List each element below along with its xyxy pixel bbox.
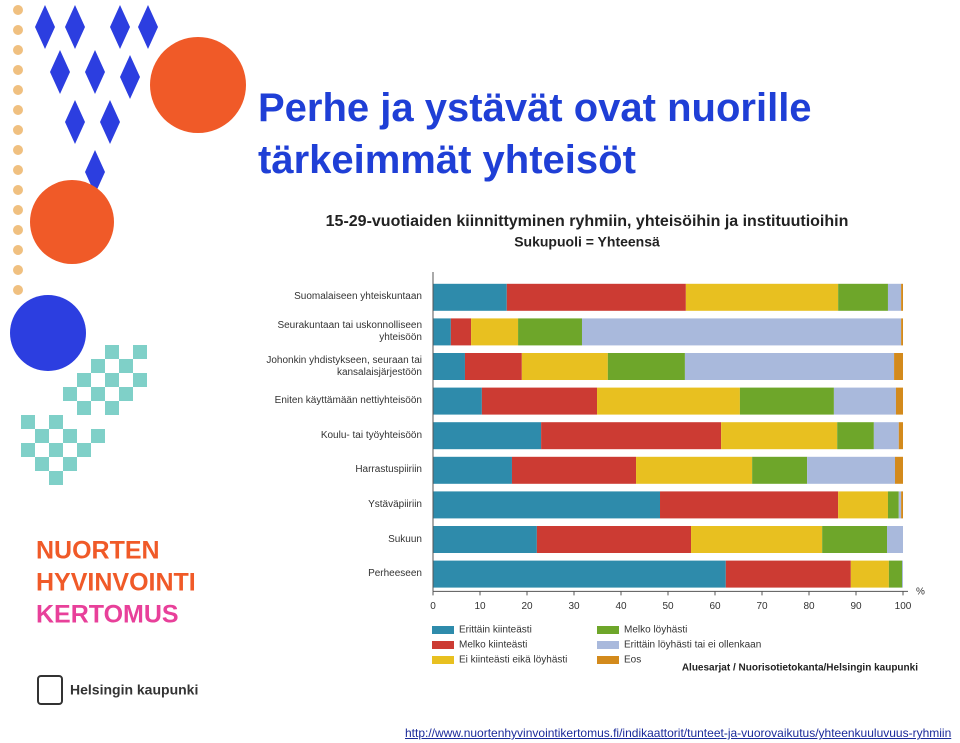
legend-swatch (597, 656, 619, 664)
bar-segment (433, 456, 512, 484)
bar-segment (581, 318, 902, 346)
x-tick-label: 80 (803, 601, 815, 612)
bar-segment (721, 422, 838, 450)
x-tick-label: 60 (709, 601, 721, 612)
bar-segment (887, 491, 899, 519)
bar-segment (433, 526, 537, 553)
legend-label: Erittäin kiinteästi (459, 625, 532, 636)
bar-segment (597, 387, 740, 415)
logo-line: KERTOMUS (36, 601, 179, 629)
bar-segment (607, 353, 685, 380)
category-label: Seurakuntaan tai uskonnolliseen yhteisöö… (277, 319, 422, 343)
x-axis-label: % (916, 587, 925, 598)
bar-segment (471, 318, 519, 346)
bar-segment (725, 560, 851, 588)
category-label: Johonkin yhdistykseen, seuraan tai kansa… (266, 354, 422, 378)
x-tick-label: 70 (756, 601, 768, 612)
chart-title: 15-29-vuotiaiden kiinnittyminen ryhmiin,… (326, 213, 849, 230)
source-link[interactable]: http://www.nuortenhyvinvointikertomus.fi… (405, 726, 952, 740)
bar-segment (450, 318, 472, 346)
legend-swatch (432, 641, 454, 649)
bar-segment (481, 387, 598, 415)
bar-segment (895, 456, 903, 484)
bar-segment (850, 560, 889, 588)
legend-swatch (432, 656, 454, 664)
legend-label: Erittäin löyhästi tai ei ollenkaan (624, 640, 761, 651)
bar-segment (691, 526, 823, 553)
category-label: Perheeseen (368, 568, 422, 580)
bar-segment (901, 283, 903, 311)
bar-segment (873, 422, 899, 450)
x-tick-label: 20 (521, 601, 533, 612)
bar-segment (433, 560, 726, 588)
bar-segment (901, 491, 903, 519)
bar-segment (822, 526, 888, 553)
bar-segment (895, 387, 903, 415)
bar-segment (838, 283, 888, 311)
bar-segment (838, 491, 888, 519)
category-label: Koulu- tai työyhteisöön (320, 429, 422, 441)
category-label: Eniten käyttämään nettiyhteisöön (274, 395, 422, 407)
logo-line: HYVINVOINTI (36, 569, 196, 597)
x-tick-label: 40 (615, 601, 627, 612)
bar-segment (464, 353, 522, 380)
legend-label: Eos (624, 655, 641, 666)
bar-segment (433, 422, 542, 450)
bar-segment (898, 491, 902, 519)
x-tick-label: 50 (662, 601, 674, 612)
bar-segment (898, 422, 903, 450)
bar-segment (521, 353, 608, 380)
x-tick-label: 100 (895, 601, 912, 612)
bar-segment (433, 318, 451, 346)
bar-segment (902, 560, 903, 588)
legend-swatch (597, 641, 619, 649)
bar-segment (518, 318, 582, 346)
logo-line: NUORTEN (36, 537, 160, 565)
bar-segment (433, 283, 507, 311)
bar-segment (433, 353, 465, 380)
bar-segment (536, 526, 692, 553)
category-label: Harrastuspiiriin (355, 464, 422, 476)
bar-segment (888, 560, 903, 588)
legend-label: Melko kiinteästi (459, 640, 527, 651)
bar-segment (636, 456, 753, 484)
decoration (10, 5, 246, 705)
legend-label: Ei kiinteästi eikä löyhästi (459, 655, 567, 666)
bar-segment (894, 353, 903, 380)
bar-segment (833, 387, 896, 415)
bar-segment (807, 456, 896, 484)
bar-segment (433, 387, 482, 415)
bar-segment (511, 456, 637, 484)
bar-segment (506, 283, 686, 311)
bar-segment (685, 283, 839, 311)
chart-source: Aluesarjat / Nuorisotietokanta/Helsingin… (682, 663, 918, 674)
bar-segment (752, 456, 808, 484)
category-label: Ystäväpiiriin (368, 498, 422, 510)
x-tick-label: 0 (430, 601, 436, 612)
category-label: Suomalaiseen yhteiskuntaan (294, 291, 422, 303)
bar-segment (887, 526, 903, 553)
logo-city: Helsingin kaupunki (70, 682, 198, 698)
legend-label: Melko löyhästi (624, 625, 687, 636)
bar-segment (433, 491, 661, 519)
legend-swatch (432, 626, 454, 634)
chart-subtitle: Sukupuoli = Yhteensä (514, 234, 660, 250)
slide-title: Perhe ja ystävät ovat nuorille tärkeimmä… (258, 86, 812, 182)
bar-segment (660, 491, 839, 519)
x-tick-label: 90 (850, 601, 862, 612)
bar-segment (887, 283, 902, 311)
x-tick-label: 10 (474, 601, 486, 612)
bar-segment (901, 318, 903, 346)
category-label: Sukuun (388, 533, 422, 545)
bar-segment (541, 422, 722, 450)
x-tick-label: 30 (568, 601, 580, 612)
legend-swatch (597, 626, 619, 634)
bar-segment (739, 387, 834, 415)
bar-segment (684, 353, 895, 380)
bar-segment (837, 422, 874, 450)
